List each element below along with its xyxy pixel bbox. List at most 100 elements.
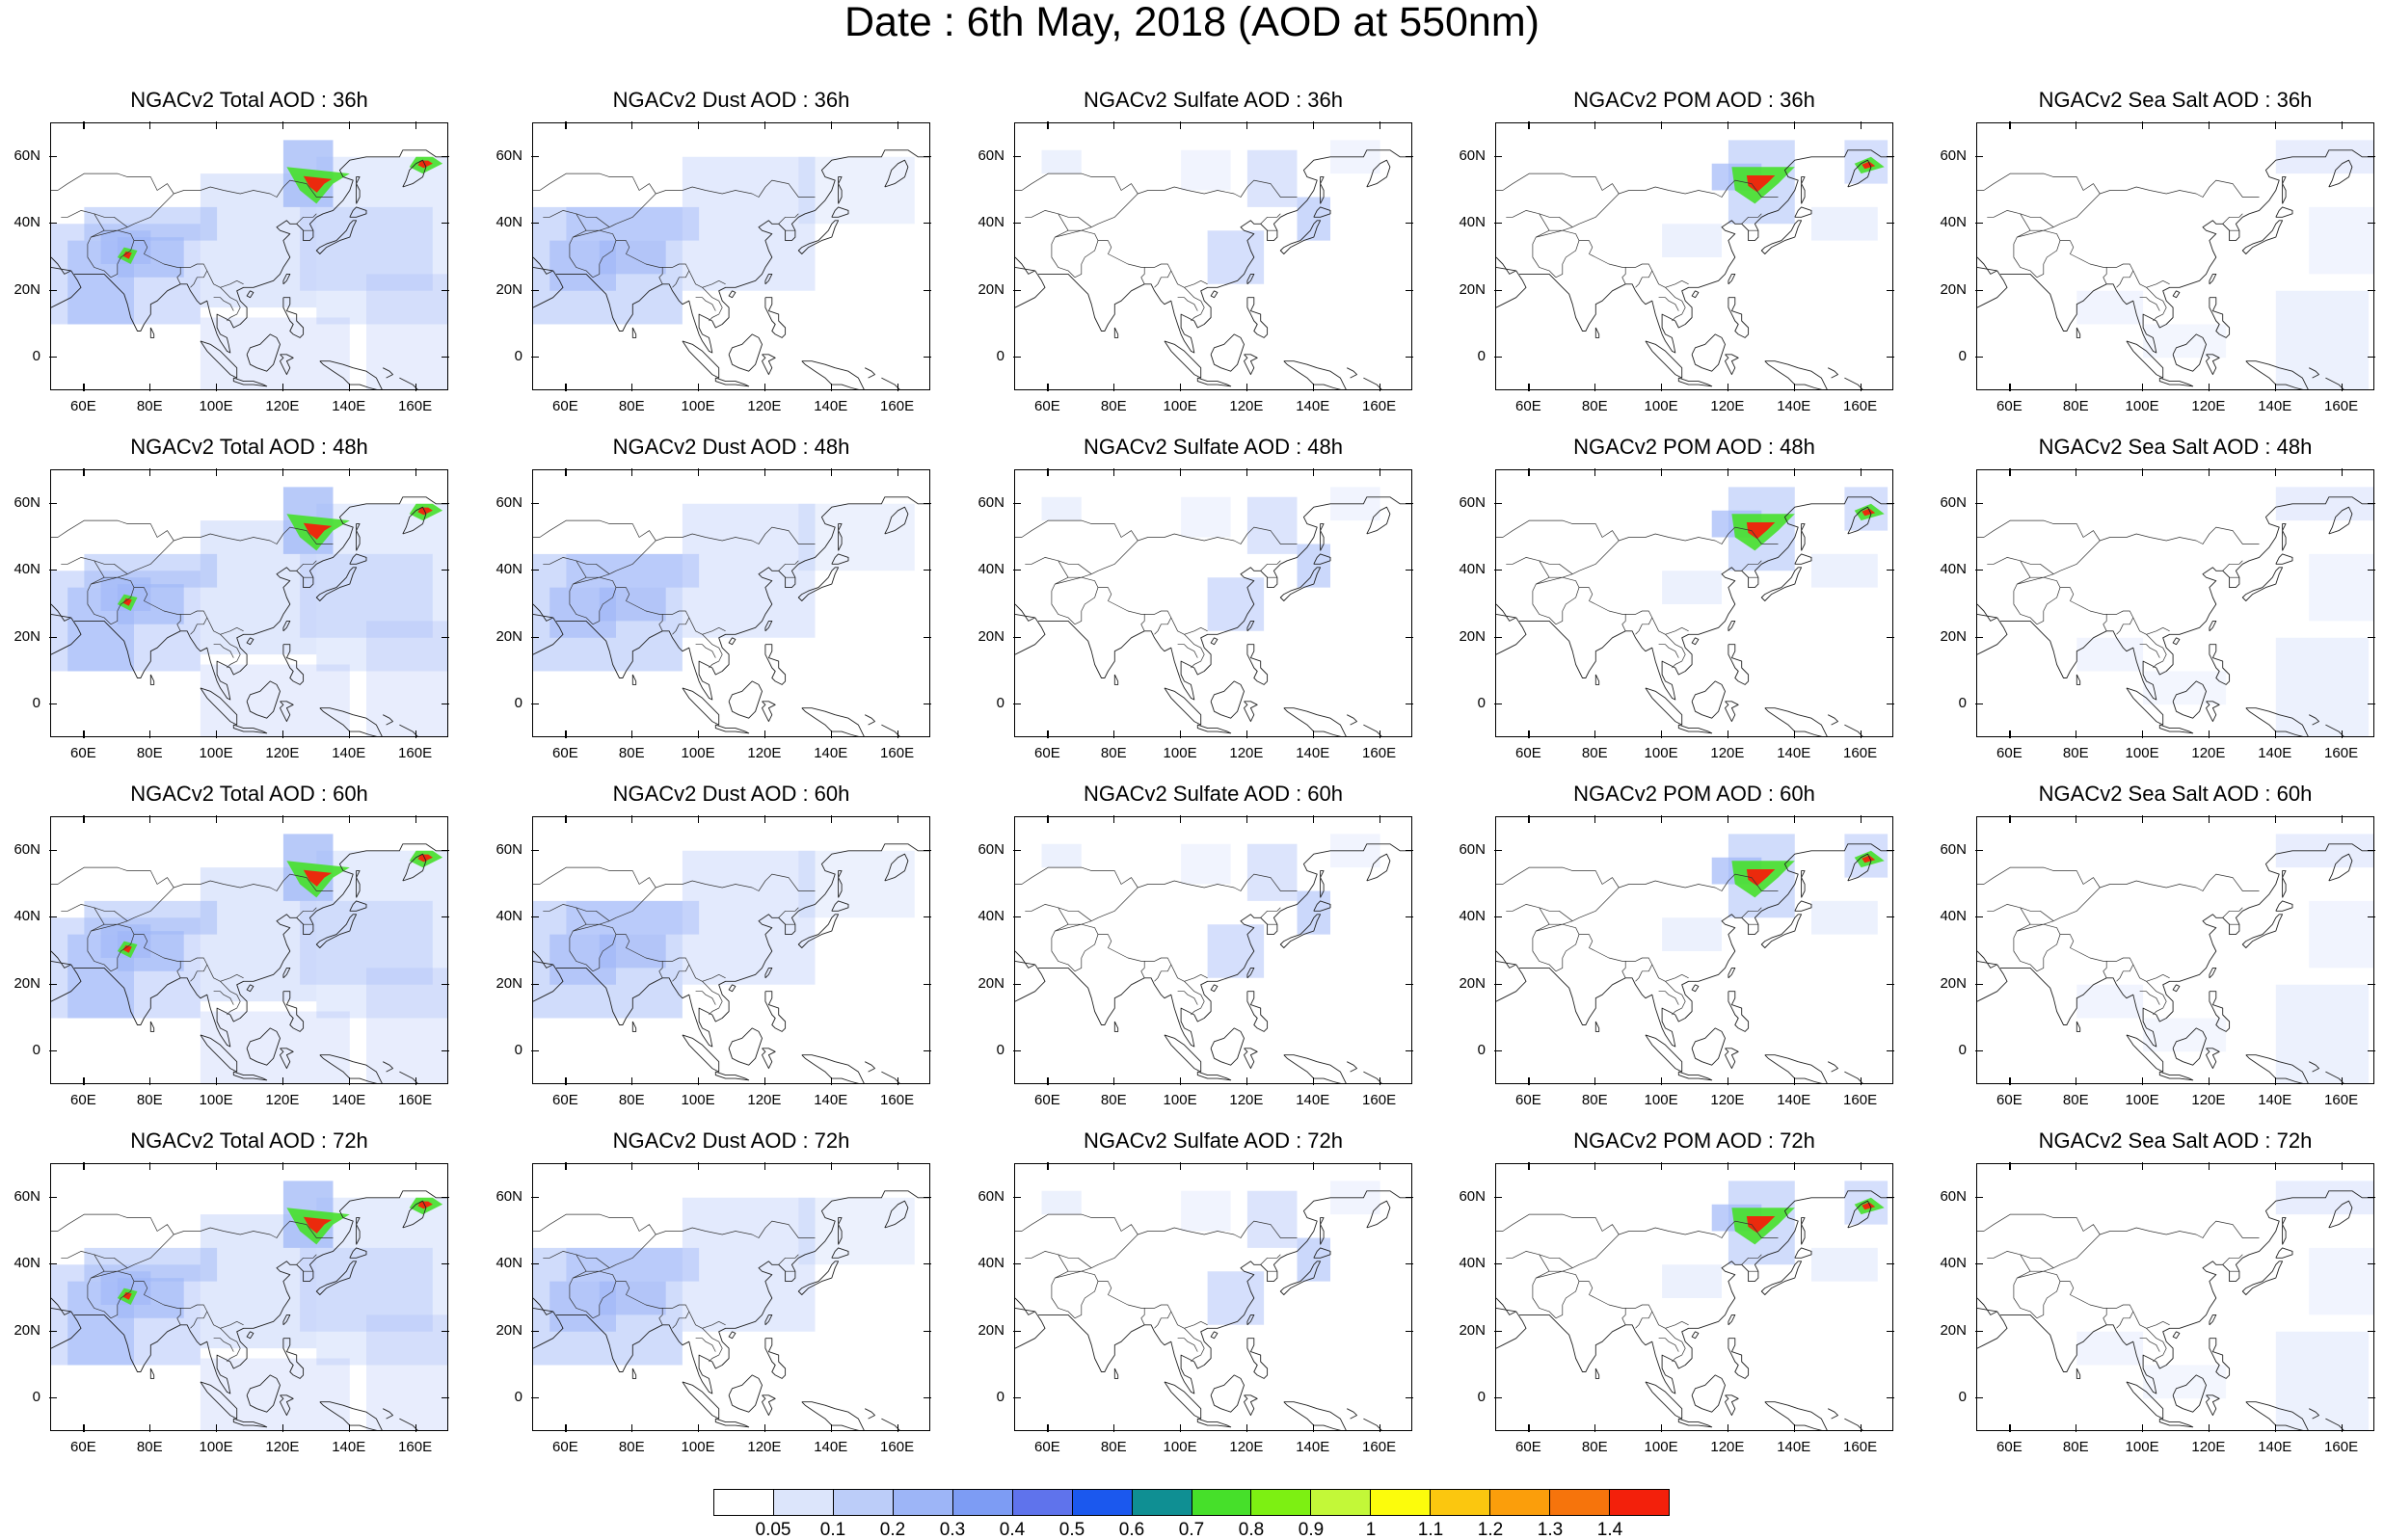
aod-map bbox=[1976, 122, 2374, 390]
lon-tick bbox=[83, 1162, 85, 1170]
aod-shading bbox=[366, 1314, 447, 1430]
country-border bbox=[220, 981, 241, 1016]
coastline bbox=[831, 1247, 849, 1259]
lon-tick-label: 80E bbox=[618, 745, 645, 761]
lon-tick bbox=[2341, 468, 2343, 476]
aod-field bbox=[1015, 1181, 1411, 1430]
country-border bbox=[1987, 1251, 2031, 1272]
aod-shading bbox=[2143, 324, 2227, 358]
lat-tick bbox=[1975, 289, 1983, 291]
lat-tick bbox=[2368, 502, 2375, 504]
lon-tick-label: 80E bbox=[136, 1439, 163, 1455]
lon-tick-label: 100E bbox=[2125, 398, 2159, 414]
colorbar-label: 0.8 bbox=[1238, 1520, 1265, 1540]
coastline bbox=[2172, 1027, 2207, 1066]
colorbar-bin bbox=[893, 1490, 953, 1515]
lat-tick bbox=[924, 916, 931, 918]
lon-tick bbox=[2274, 121, 2276, 129]
lon-tick-label: 100E bbox=[1644, 398, 1678, 414]
coastline bbox=[2172, 680, 2207, 719]
lon-tick-label: 100E bbox=[1163, 745, 1197, 761]
lat-tick bbox=[531, 849, 539, 851]
coastline bbox=[349, 1247, 367, 1259]
country-border bbox=[1170, 270, 1208, 288]
lon-tick bbox=[1246, 1162, 1248, 1170]
lon-tick bbox=[348, 1162, 350, 1170]
coastline bbox=[1977, 950, 1997, 969]
country-border bbox=[2060, 1281, 2134, 1329]
lon-tick bbox=[2142, 1162, 2144, 1170]
lon-tick bbox=[2208, 815, 2210, 823]
coastline bbox=[1594, 327, 1600, 338]
lat-tick bbox=[1494, 1050, 1502, 1052]
country-border bbox=[213, 991, 234, 1005]
coastline bbox=[282, 620, 291, 632]
lon-tick-label: 80E bbox=[136, 1092, 163, 1108]
lon-tick-label: 120E bbox=[265, 398, 300, 414]
coastline bbox=[714, 1418, 750, 1428]
country-border bbox=[1015, 866, 1138, 889]
lat-tick bbox=[442, 289, 449, 291]
lat-tick-label: 0 bbox=[1477, 348, 1486, 365]
coastline bbox=[2076, 674, 2081, 685]
lon-tick bbox=[415, 121, 416, 129]
country-border bbox=[1977, 1213, 2101, 1235]
lat-tick-label: 60N bbox=[496, 493, 522, 511]
lon-tick bbox=[1113, 384, 1115, 391]
figure-title: Date : 6th May, 2018 (AOD at 550nm) bbox=[844, 0, 1540, 45]
coastline bbox=[282, 273, 291, 285]
lon-tick bbox=[1860, 1162, 1862, 1170]
country-border bbox=[87, 1277, 112, 1319]
lon-tick-label: 140E bbox=[332, 745, 366, 761]
coastline bbox=[1113, 1021, 1119, 1032]
coastline bbox=[1847, 1200, 1872, 1229]
lat-tick-label: 60N bbox=[978, 493, 1004, 511]
aod-shading bbox=[1041, 149, 1082, 174]
lon-tick bbox=[1047, 1162, 1049, 1170]
lon-tick bbox=[2142, 730, 2144, 738]
aod-field bbox=[1977, 1181, 2373, 1430]
aod-shading bbox=[2275, 290, 2370, 389]
coastline bbox=[2241, 914, 2284, 948]
country-border bbox=[1532, 583, 1557, 625]
coastline bbox=[1844, 724, 1863, 736]
coastline bbox=[349, 206, 367, 218]
lon-tick-label: 60E bbox=[1996, 1439, 2022, 1455]
coastline bbox=[149, 1021, 155, 1032]
country-border bbox=[2013, 236, 2038, 279]
lon-tick bbox=[2009, 121, 2011, 129]
lat-tick bbox=[2368, 916, 2375, 918]
aod-hotspot-core bbox=[303, 1216, 333, 1234]
lon-tick-label: 160E bbox=[1843, 1092, 1878, 1108]
aod-hotspot-core bbox=[1746, 1216, 1776, 1234]
aod-shading bbox=[200, 664, 350, 736]
aod-field bbox=[533, 843, 929, 1083]
lon-tick bbox=[565, 815, 567, 823]
country-border bbox=[1658, 991, 1679, 1005]
lat-tick-label: 60N bbox=[13, 146, 40, 164]
country-border bbox=[1170, 1311, 1208, 1329]
lon-tick-label: 120E bbox=[2191, 398, 2226, 414]
lat-tick bbox=[1494, 1263, 1502, 1265]
lat-tick bbox=[442, 983, 449, 985]
lat-tick bbox=[531, 1050, 539, 1052]
coastline bbox=[1210, 637, 1219, 646]
coastline bbox=[881, 1071, 900, 1083]
lat-tick bbox=[1494, 916, 1502, 918]
lat-tick-label: 40N bbox=[13, 1255, 40, 1272]
country-border bbox=[2017, 576, 2061, 625]
lon-tick-label: 100E bbox=[1644, 745, 1678, 761]
coastline bbox=[382, 1408, 393, 1420]
lon-tick bbox=[1246, 1424, 1248, 1432]
lat-tick-label: 0 bbox=[996, 1042, 1004, 1059]
country-border bbox=[702, 1328, 723, 1363]
lon-tick bbox=[2341, 121, 2343, 129]
aod-map bbox=[1014, 469, 1412, 737]
coastline bbox=[1728, 1338, 1750, 1379]
coastline bbox=[1827, 1061, 1838, 1073]
lat-tick bbox=[1013, 1263, 1021, 1265]
lon-tick bbox=[2009, 1077, 2011, 1085]
lat-tick bbox=[924, 849, 931, 851]
coastline bbox=[356, 870, 361, 898]
coastline bbox=[1645, 340, 1683, 379]
